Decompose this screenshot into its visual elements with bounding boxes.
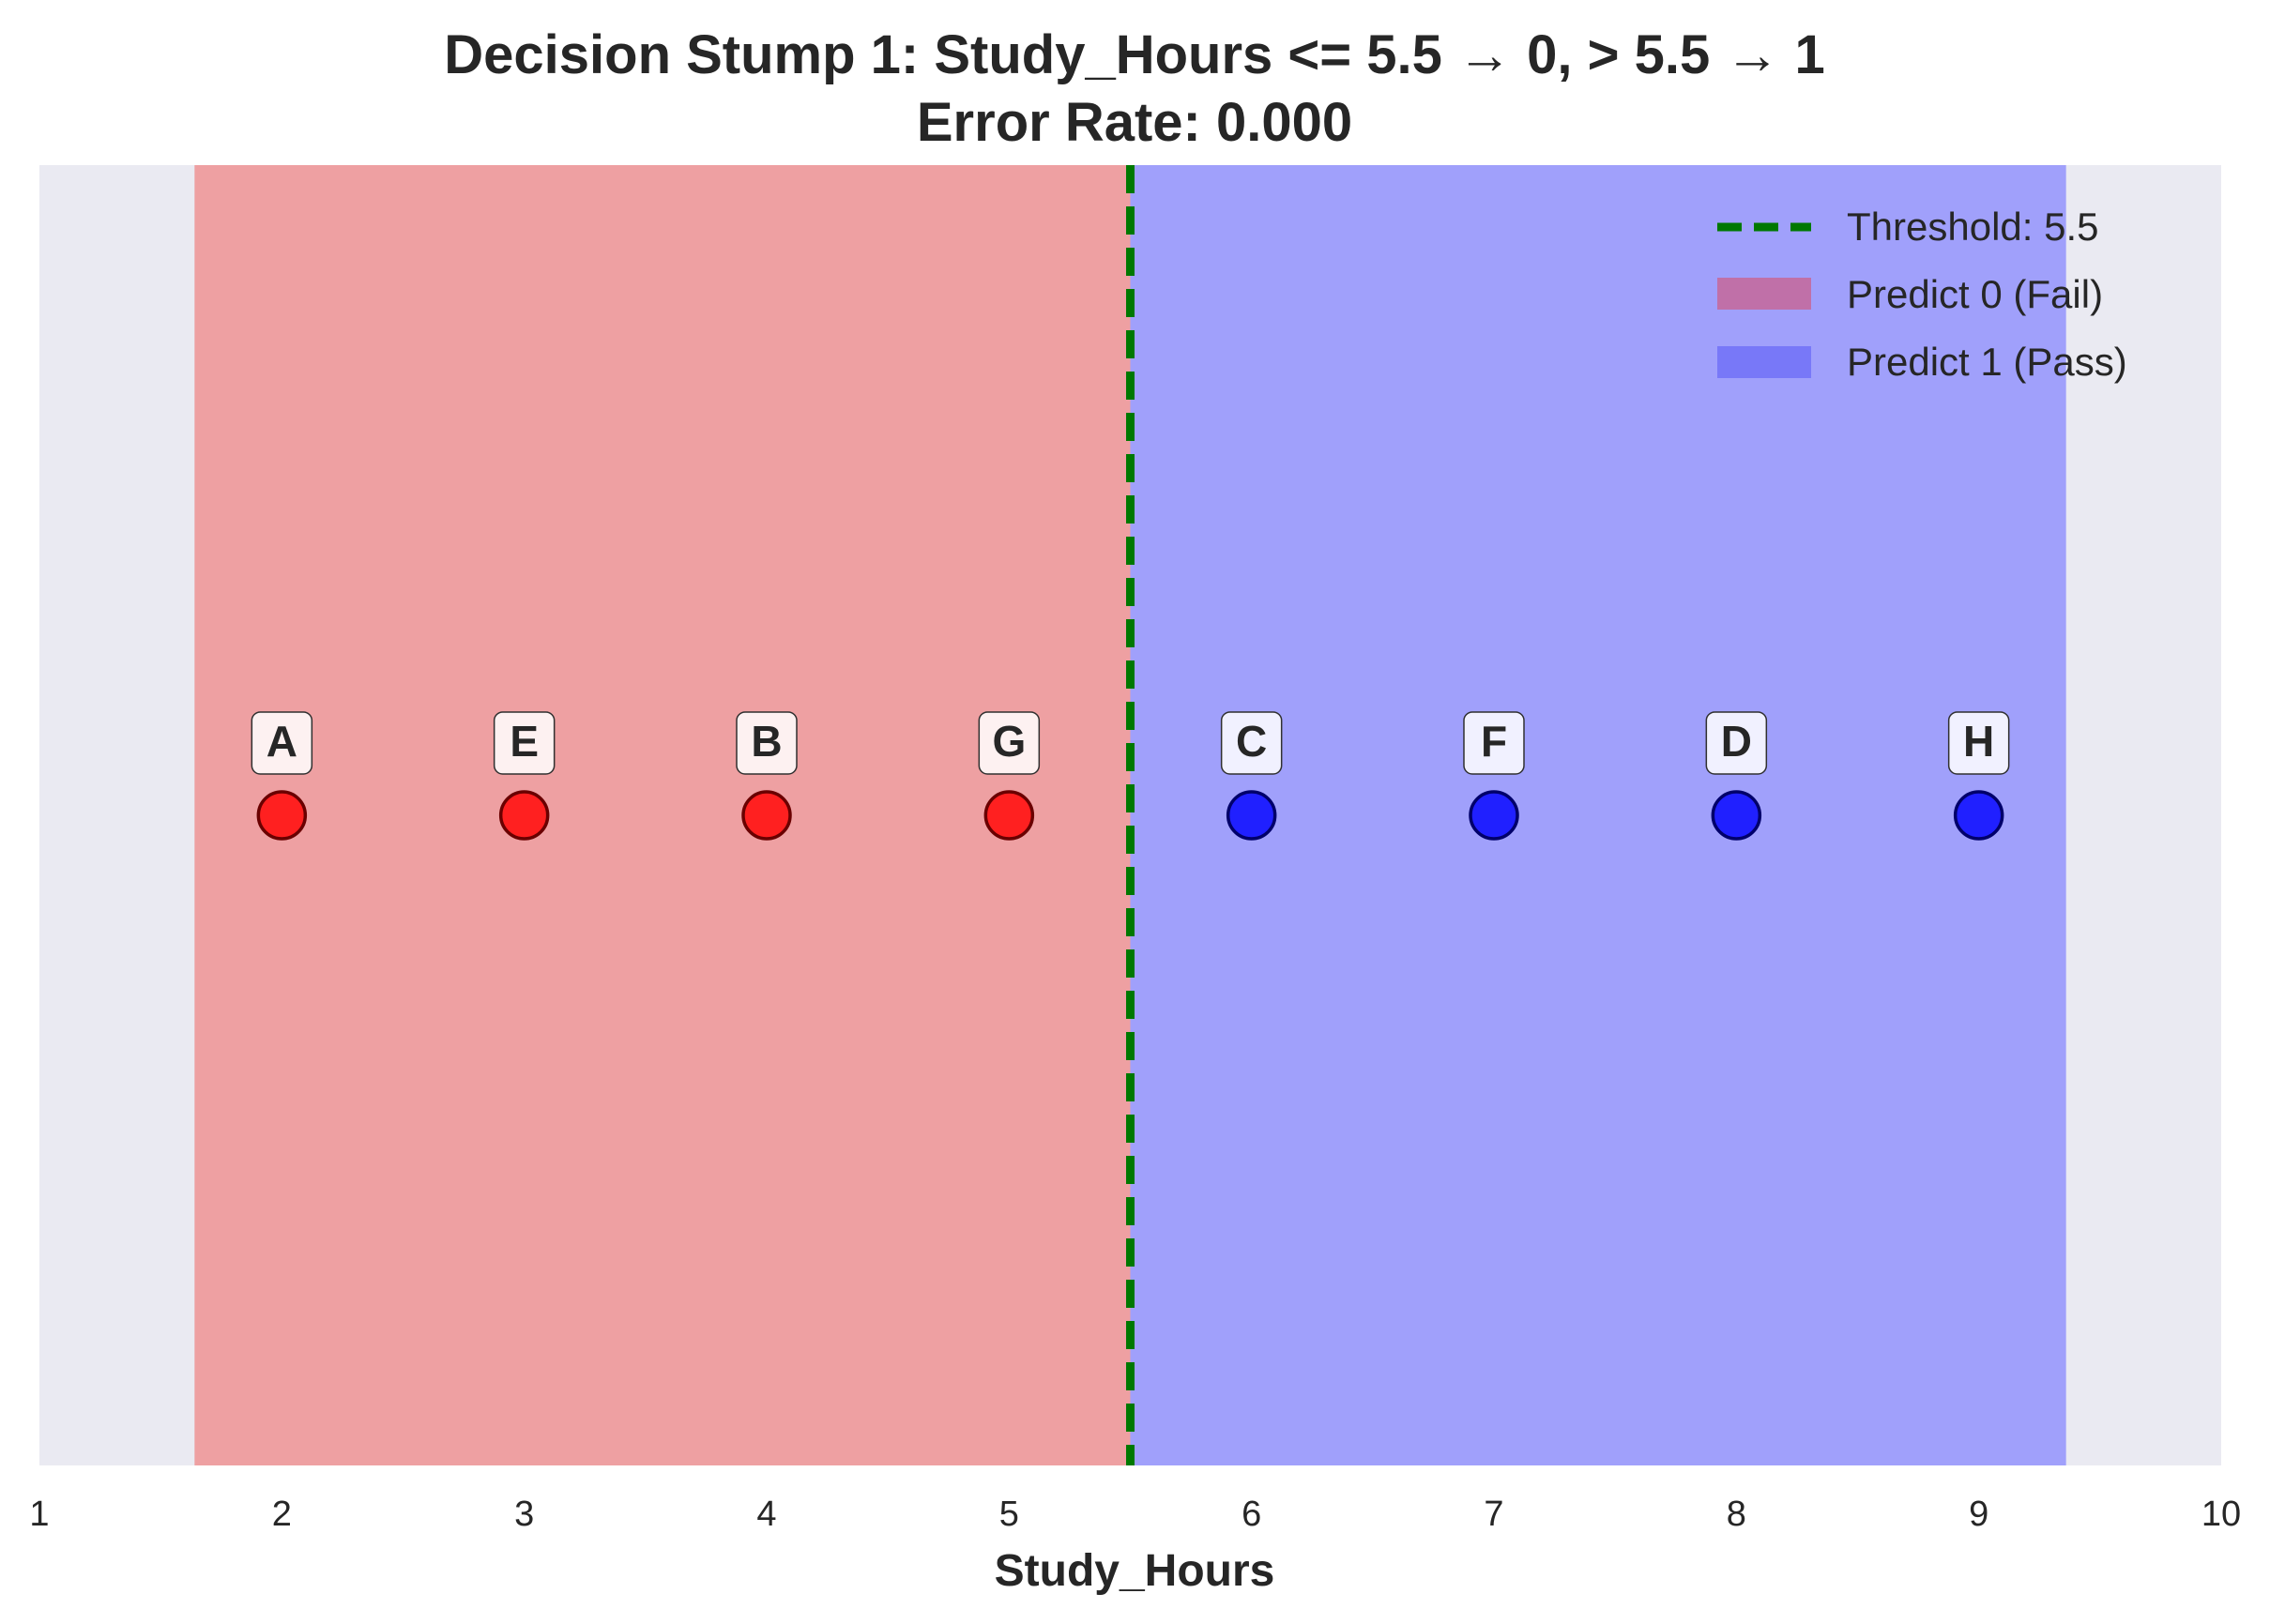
- x-tick-label: 8: [1727, 1495, 1746, 1534]
- point-label-box-G: [978, 711, 1041, 775]
- point-label-box-H: [1947, 711, 2010, 775]
- x-tick-label: 2: [272, 1495, 292, 1534]
- data-point-E: [498, 790, 550, 841]
- point-label-box-C: [1220, 711, 1283, 775]
- region-predict-fail: [194, 165, 1131, 1465]
- data-point-H: [1953, 790, 2004, 841]
- x-tick-label: 4: [756, 1495, 776, 1534]
- legend-fail-label: Predict 0 (Fail): [1847, 272, 2103, 316]
- legend-pass-swatch: [1717, 346, 1811, 378]
- legend: Threshold: 5.5 Predict 0 (Fail) Predict …: [1717, 205, 2127, 384]
- data-point-F: [1469, 790, 1519, 841]
- data-point-B: [741, 790, 792, 841]
- point-label-box-F: [1463, 711, 1525, 775]
- data-point-C: [1226, 790, 1277, 841]
- point-label-C: C: [1236, 717, 1267, 766]
- point-label-H: H: [1963, 717, 1994, 766]
- x-tick-label: 3: [514, 1495, 534, 1534]
- x-axis-label: Study_Hours: [995, 1546, 1275, 1596]
- data-point-A: [256, 790, 308, 841]
- chart-title-line2: Error Rate: 0.000: [917, 92, 1352, 153]
- legend-fail-swatch: [1717, 278, 1811, 310]
- point-label-B: B: [751, 717, 782, 766]
- point-label-A: A: [267, 717, 297, 766]
- x-tick-label: 7: [1484, 1495, 1503, 1534]
- x-tick-label: 9: [1969, 1495, 1988, 1534]
- point-label-E: E: [510, 717, 539, 766]
- data-point-G: [983, 790, 1035, 841]
- x-tick-label: 10: [2201, 1495, 2241, 1534]
- legend-pass-label: Predict 1 (Pass): [1847, 340, 2127, 384]
- point-label-G: G: [992, 717, 1026, 766]
- point-label-box-A: [251, 711, 313, 775]
- x-tick-label: 5: [999, 1495, 1019, 1534]
- point-label-box-B: [736, 711, 798, 775]
- point-label-box-E: [493, 711, 556, 775]
- point-label-box-D: [1705, 711, 1768, 775]
- x-tick-label: 6: [1242, 1495, 1261, 1534]
- legend-threshold-label: Threshold: 5.5: [1847, 205, 2099, 249]
- x-axis-ticks: 1 2 3 4 5 6 7 8 9 10: [29, 1495, 2241, 1534]
- x-tick-label: 1: [29, 1495, 49, 1534]
- region-predict-pass: [1130, 165, 2066, 1465]
- data-point-D: [1711, 790, 1762, 841]
- point-label-F: F: [1481, 717, 1507, 766]
- chart-title-line1: Decision Stump 1: Study_Hours <= 5.5 → 0…: [444, 24, 1824, 85]
- point-label-D: D: [1721, 717, 1752, 766]
